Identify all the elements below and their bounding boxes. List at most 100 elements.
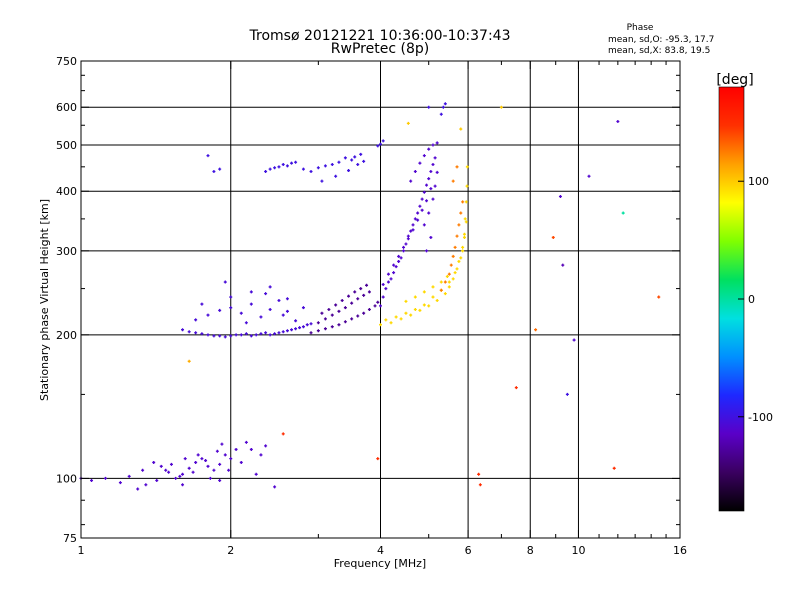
data-point [196,453,200,457]
data-point [406,234,410,238]
stats-x-mode: mean, sd,X: 83.8, 19.5 [608,46,710,56]
data-point [191,470,195,474]
data-point [350,158,354,162]
data-point [416,218,420,222]
data-point [429,187,433,191]
data-point [379,142,382,146]
chart-subtitle: RwPretec (8p) [331,41,429,57]
data-point [443,102,447,106]
data-point [273,166,277,170]
data-point [187,330,191,334]
data-point [381,139,385,143]
data-point [457,223,461,227]
colorbar-tick-label: 100 [748,175,769,188]
data-point [431,295,435,299]
data-point [453,245,457,249]
data-point [397,259,401,263]
data-point [223,335,227,339]
data-point [459,127,463,131]
data-point [323,317,327,321]
data-point [534,328,538,332]
data-point [309,322,313,326]
data-point [439,288,443,292]
data-point [343,156,347,160]
data-point [239,460,243,464]
data-point [206,464,210,468]
data-point [259,315,263,319]
data-point [565,392,569,396]
data-point [334,303,338,307]
data-point [429,169,433,173]
data-point [451,277,455,281]
data-point [394,315,398,319]
data-point [164,468,168,472]
data-point [427,211,431,215]
colorbar-label: [deg] [716,72,753,88]
data-point [347,169,351,173]
data-point [422,290,426,294]
data-point [427,105,431,109]
data-point [268,333,272,337]
data-point [249,290,253,294]
data-point [359,287,363,291]
data-point [208,476,212,480]
data-point [281,432,285,436]
data-point [290,328,294,332]
data-point [254,472,258,476]
data-point [447,285,451,289]
data-point [459,211,463,215]
data-point [439,112,443,116]
data-point [337,323,341,327]
data-point [449,263,453,267]
data-point [413,295,417,299]
data-point [227,468,231,472]
data-point [218,308,222,312]
data-point [356,297,360,301]
data-point [244,332,248,336]
data-point [309,331,313,335]
data-point [457,259,461,263]
data-point [285,329,289,333]
data-point [218,478,222,482]
data-point [244,440,248,444]
data-point [181,472,185,476]
data-point [386,272,390,276]
data-point [376,300,380,304]
data-point [402,249,406,253]
data-point [422,154,426,158]
data-point [239,311,243,315]
data-point [409,313,413,317]
data-point [277,331,281,335]
data-point [461,245,465,249]
data-point [394,265,398,269]
data-point [194,331,198,335]
data-point [301,306,305,310]
y-tick-label: 75 [63,532,77,545]
data-point [365,283,369,287]
data-point [381,282,385,286]
data-point [413,307,417,311]
colorbar-tick-label: -100 [748,411,773,424]
data-point [439,280,443,284]
data-point [499,105,503,109]
data-point [264,292,268,296]
data-point [350,301,354,305]
data-point [194,460,198,464]
data-point [379,304,382,308]
data-point [187,466,191,470]
data-point [386,280,390,284]
data-point [294,319,298,323]
data-point [425,249,429,253]
data-point [433,156,437,160]
data-point [305,323,309,327]
data-point [441,105,445,109]
data-point [455,267,459,271]
data-point [330,163,334,167]
data-point [373,304,377,308]
data-point [443,292,447,296]
y-tick-label: 750 [56,55,77,68]
data-point [445,275,449,279]
y-tick-label: 600 [56,101,77,114]
x-tick-label: 8 [527,544,534,557]
